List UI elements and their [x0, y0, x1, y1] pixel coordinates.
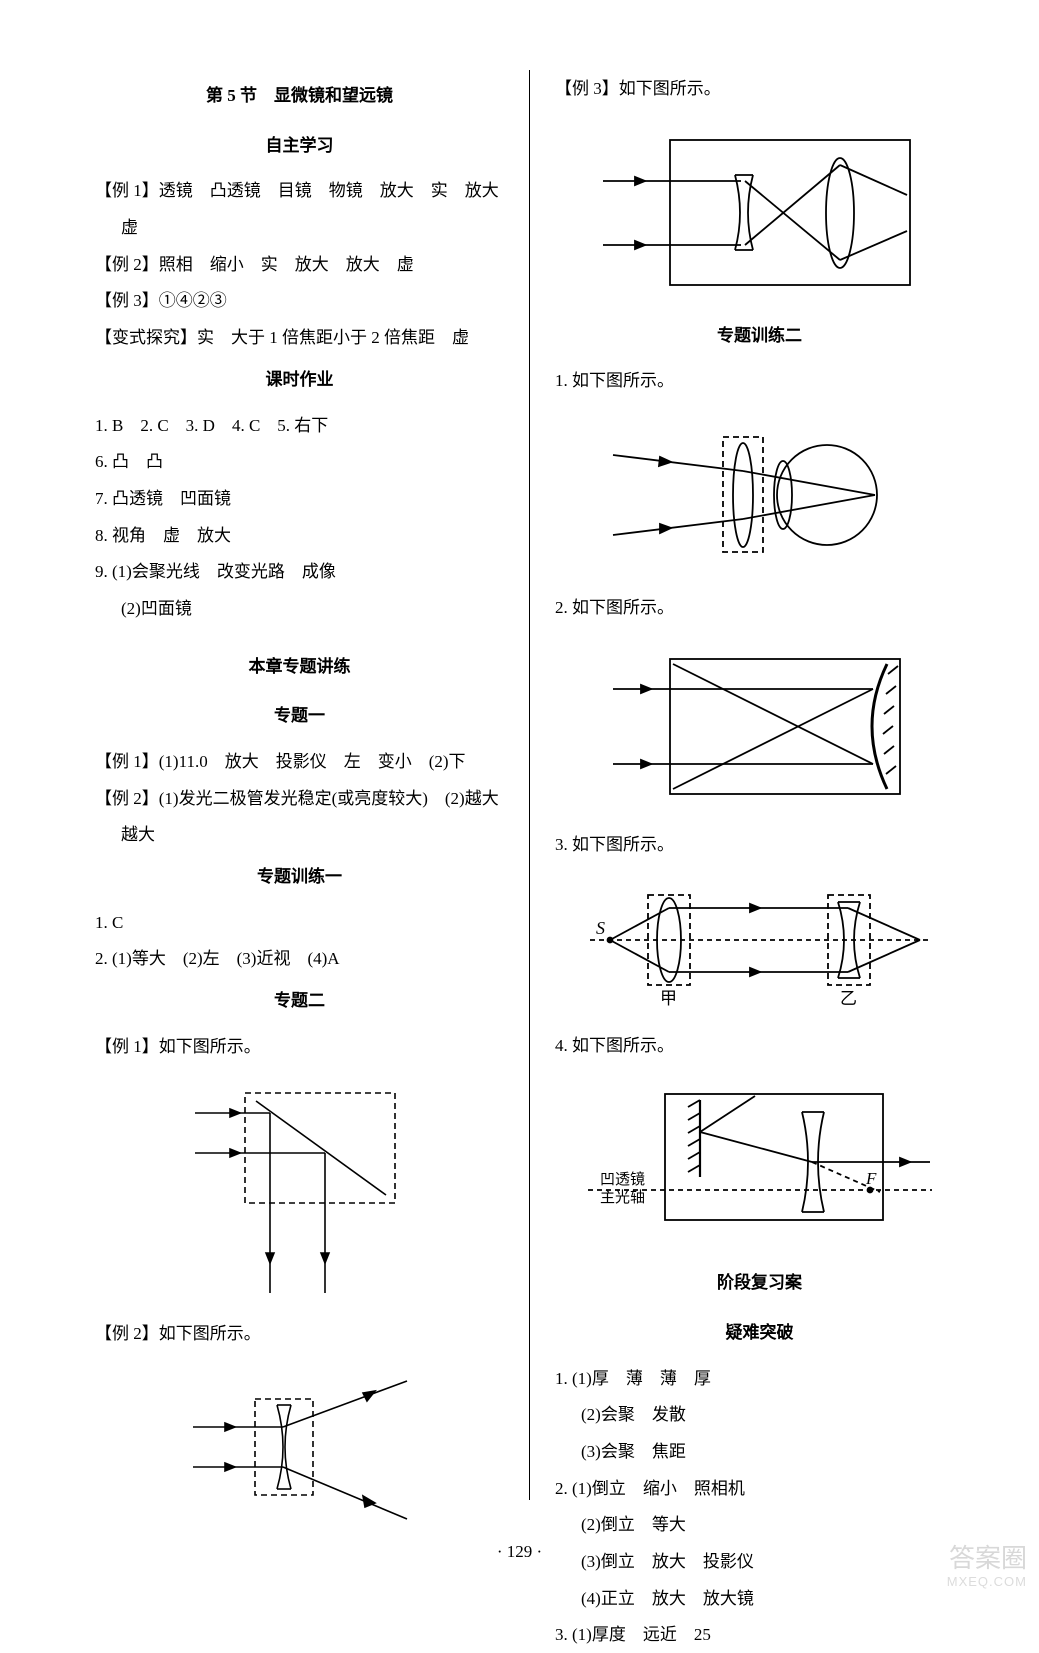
topic-2-title: 专题二 [95, 983, 504, 1019]
text-line: 【例 3】①④②③ [95, 283, 504, 319]
text-line: 6. 凸 凸 [95, 444, 504, 480]
text-line: (2)倒立 等大 [555, 1507, 964, 1543]
section-title: 第 5 节 显微镜和望远镜 [95, 78, 504, 114]
text-line: 【例 1】如下图所示。 [95, 1029, 504, 1065]
text-line: 2. 如下图所示。 [555, 590, 964, 626]
label-axis2: 主光轴 [600, 1189, 645, 1206]
page-content: 第 5 节 显微镜和望远镜 自主学习 【例 1】透镜 凸透镜 目镜 物镜 放大 … [0, 0, 1039, 1530]
text-line: 1. 如下图所示。 [555, 363, 964, 399]
figure-lens-f: 凹透镜 主光轴 F [555, 1082, 964, 1247]
label-axis1: 凹透镜 [600, 1170, 645, 1188]
text-line: 【例 2】如下图所示。 [95, 1316, 504, 1352]
text-line: (2)会聚 发散 [555, 1397, 964, 1433]
topic-1-title: 专题一 [95, 698, 504, 734]
text-line: 4. 如下图所示。 [555, 1028, 964, 1064]
text-line: 2. (1)等大 (2)左 (3)近视 (4)A [95, 941, 504, 977]
text-line: 【例 1】透镜 凸透镜 目镜 物镜 放大 实 放大 [95, 173, 504, 209]
subtitle-homework: 课时作业 [95, 362, 504, 398]
left-column: 第 5 节 显微镜和望远镜 自主学习 【例 1】透镜 凸透镜 目镜 物镜 放大 … [80, 70, 519, 1500]
label-f: F [865, 1169, 877, 1188]
figure-two-lens: S 甲 乙 [555, 880, 964, 1010]
figure-eye-lens [555, 417, 964, 572]
right-column: 【例 3】如下图所示。 [540, 70, 979, 1500]
label-jia: 甲 [660, 989, 677, 1008]
figure-periscope [95, 1083, 504, 1298]
subtitle-self-study: 自主学习 [95, 128, 504, 164]
text-line: 越大 [95, 817, 504, 853]
review-subtitle: 疑难突破 [555, 1315, 964, 1351]
text-line: 2. (1)倒立 缩小 照相机 [555, 1471, 964, 1507]
text-line: 【例 3】如下图所示。 [555, 71, 964, 107]
figure-concave-mirror [555, 644, 964, 809]
column-divider [529, 70, 530, 1500]
text-line: (3)会聚 焦距 [555, 1434, 964, 1470]
text-line: 虚 [95, 210, 504, 246]
review-title: 阶段复习案 [555, 1265, 964, 1301]
text-line: 9. (1)会聚光线 改变光路 成像 [95, 554, 504, 590]
text-line: 1. C [95, 905, 504, 941]
training-2-title: 专题训练二 [555, 318, 964, 354]
text-line: 7. 凸透镜 凹面镜 [95, 481, 504, 517]
figure-concave-lens [95, 1369, 504, 1534]
text-line: (2)凹面镜 [95, 591, 504, 627]
text-line: 【变式探究】实 大于 1 倍焦距小于 2 倍焦距 虚 [95, 320, 504, 356]
text-line: (3)倒立 放大 投影仪 [555, 1544, 964, 1580]
text-line: 【例 2】照相 缩小 实 放大 放大 虚 [95, 247, 504, 283]
text-line: 【例 1】(1)11.0 放大 投影仪 左 变小 (2)下 [95, 744, 504, 780]
text-line: 【例 2】(1)发光二极管发光稳定(或亮度较大) (2)越大 [95, 781, 504, 817]
text-line: 1. (1)厚 薄 薄 厚 [555, 1361, 964, 1397]
training-1-title: 专题训练一 [95, 859, 504, 895]
label-yi: 乙 [840, 989, 857, 1008]
watermark: 答案圈 MXEQ.COM [947, 1543, 1027, 1590]
text-line: 3. 如下图所示。 [555, 827, 964, 863]
label-s: S [596, 918, 605, 938]
text-line: 1. B 2. C 3. D 4. C 5. 右下 [95, 408, 504, 444]
chapter-title: 本章专题讲练 [95, 649, 504, 685]
figure-telescope-box [555, 125, 964, 300]
watermark-main: 答案圈 [947, 1543, 1027, 1574]
text-line: 8. 视角 虚 放大 [95, 518, 504, 554]
text-line: (4)正立 放大 放大镜 [555, 1581, 964, 1617]
text-line: 3. (1)厚度 远近 25 [555, 1617, 964, 1653]
watermark-url: MXEQ.COM [947, 1574, 1027, 1590]
